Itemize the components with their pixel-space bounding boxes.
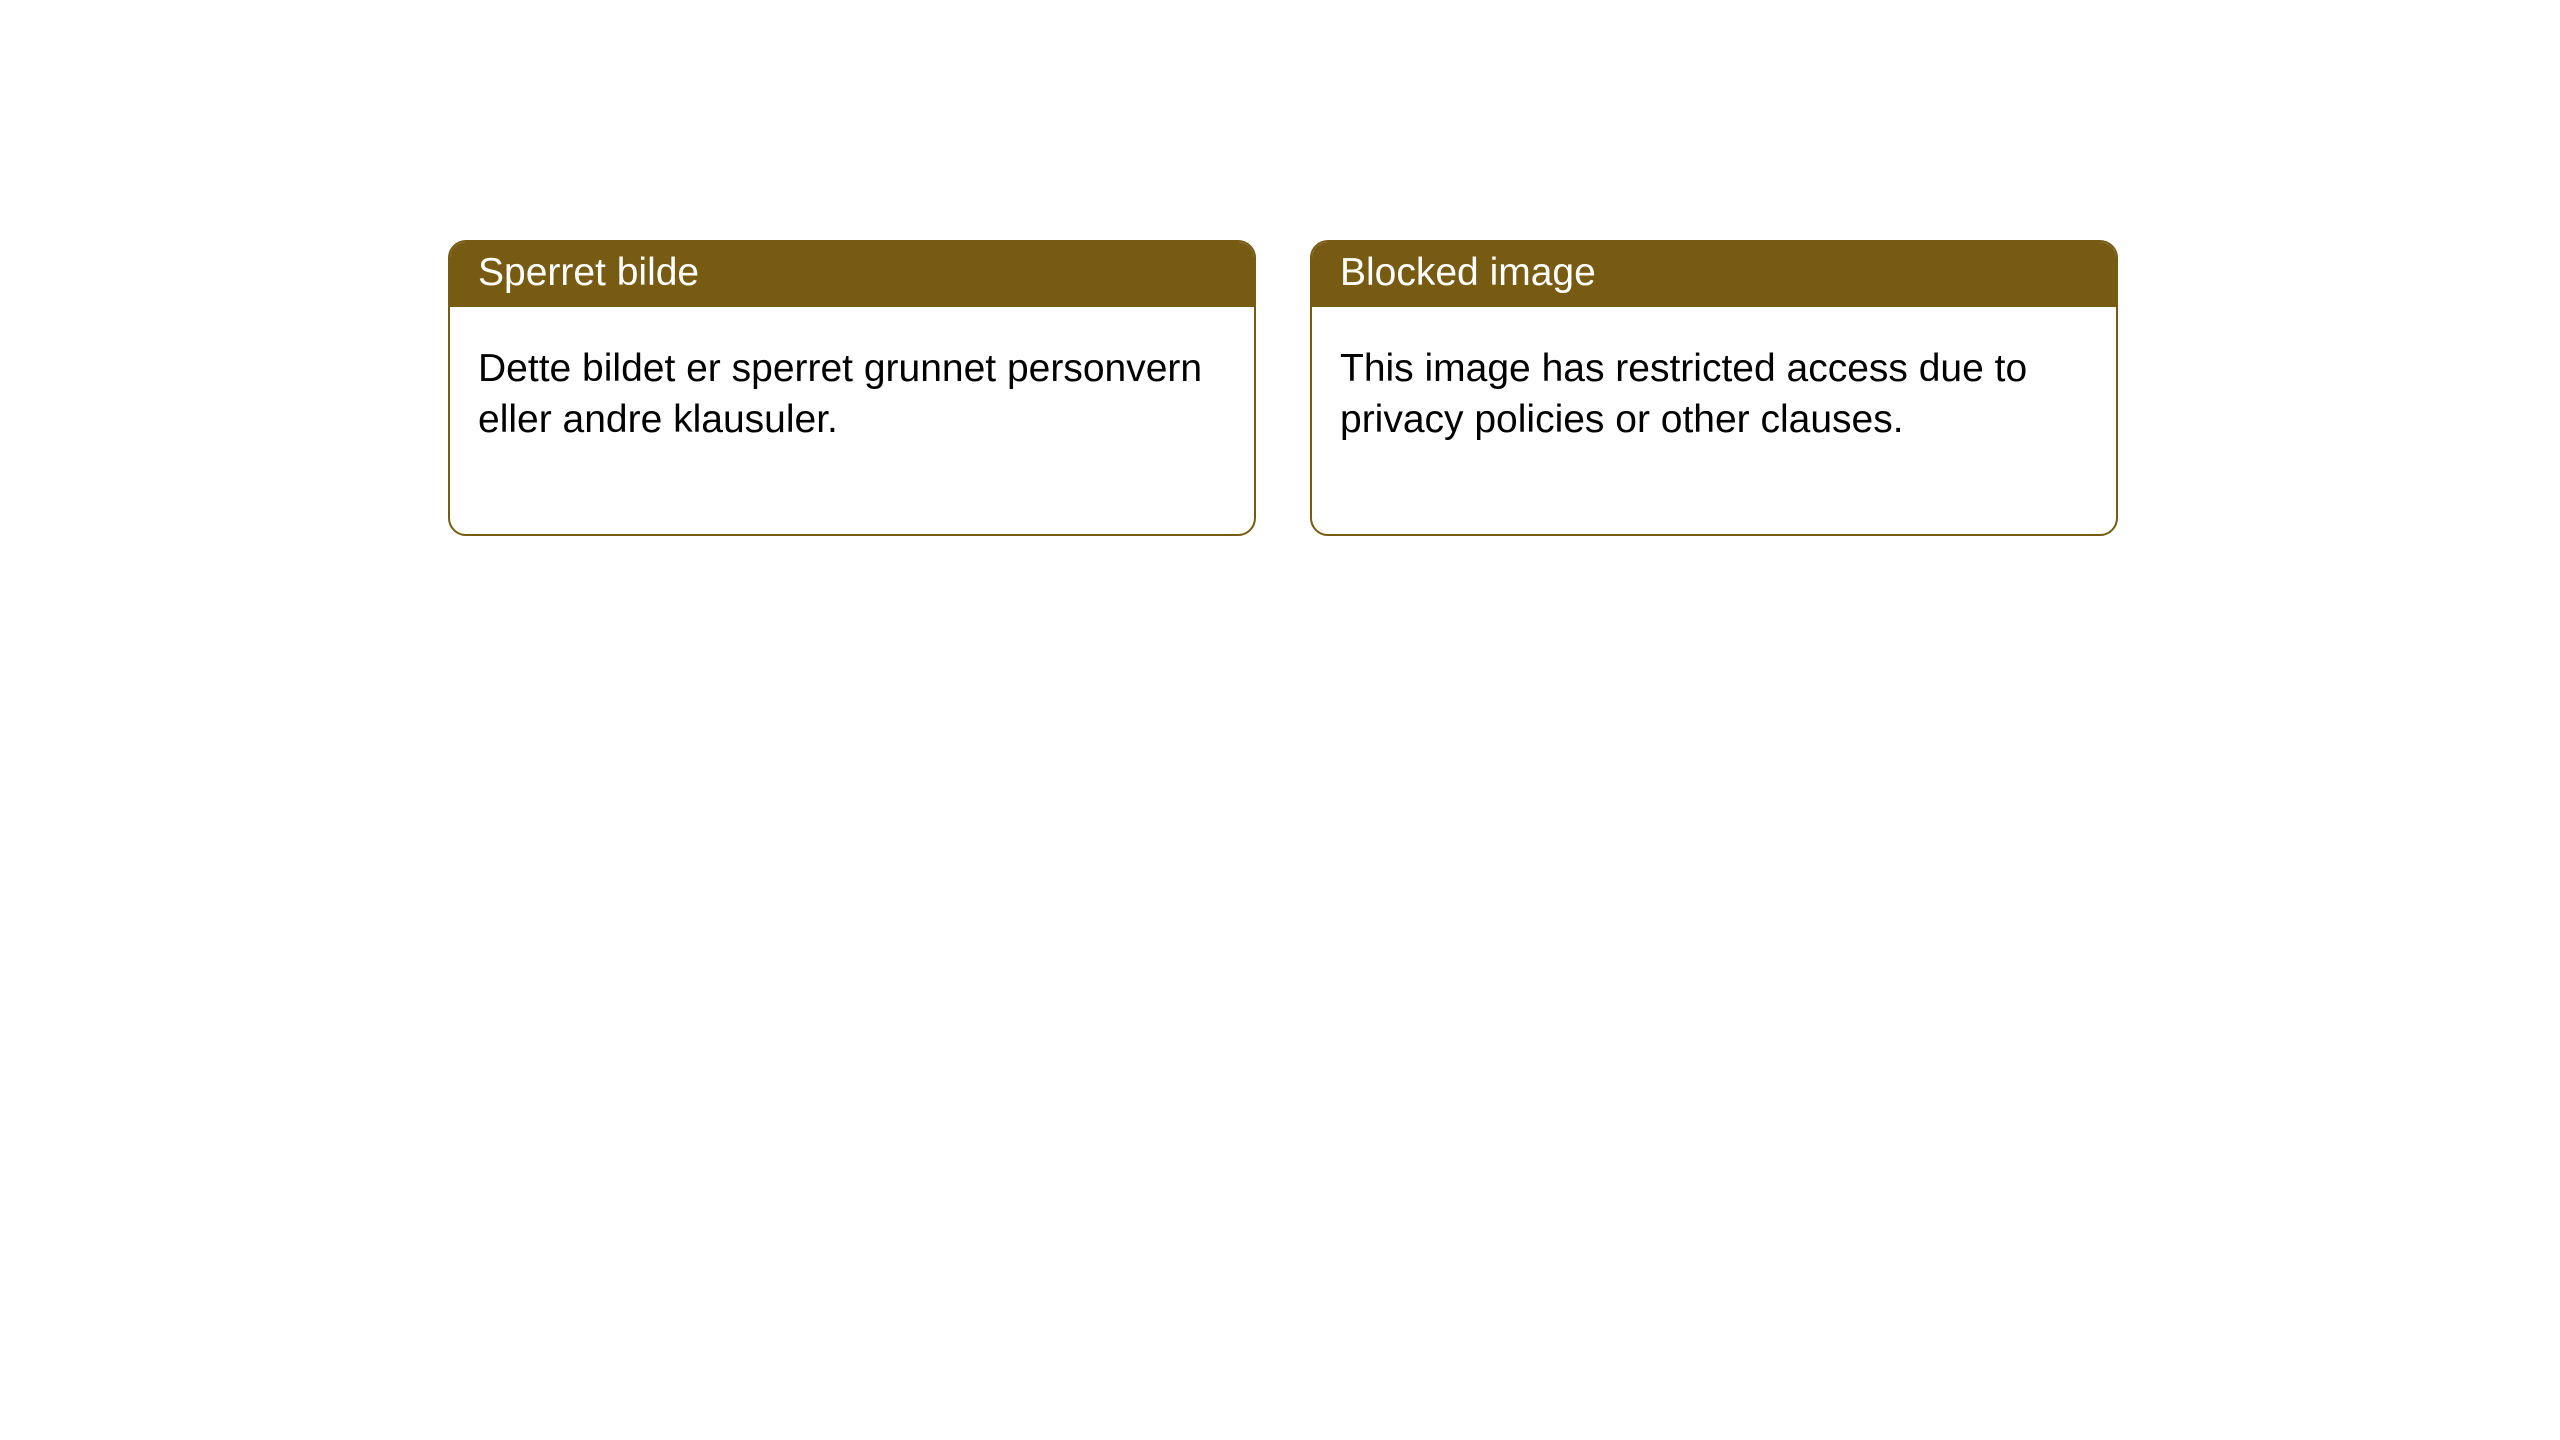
notice-title: Blocked image	[1312, 242, 2116, 307]
notice-container: Sperret bilde Dette bildet er sperret gr…	[0, 0, 2560, 536]
notice-body: Dette bildet er sperret grunnet personve…	[450, 307, 1254, 534]
notice-card-norwegian: Sperret bilde Dette bildet er sperret gr…	[448, 240, 1256, 536]
notice-title: Sperret bilde	[450, 242, 1254, 307]
notice-card-english: Blocked image This image has restricted …	[1310, 240, 2118, 536]
notice-body: This image has restricted access due to …	[1312, 307, 2116, 534]
